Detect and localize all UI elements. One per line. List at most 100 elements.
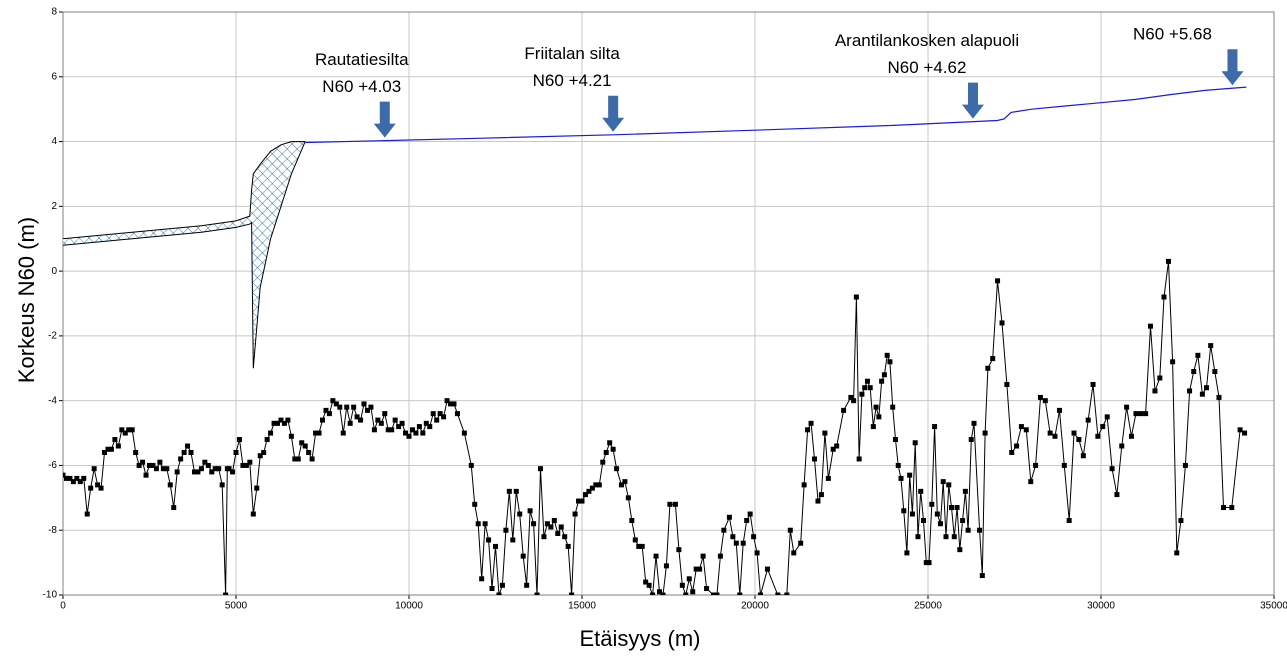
bed-point xyxy=(0,398,5,403)
bed-point xyxy=(164,466,169,471)
bed-point xyxy=(85,512,90,517)
y-tick-label: -4 xyxy=(48,395,57,406)
bed-point xyxy=(182,450,187,455)
bed-point xyxy=(667,502,672,507)
bed-point xyxy=(341,431,346,436)
bed-point xyxy=(890,405,895,410)
bed-point xyxy=(541,534,546,539)
bed-point xyxy=(1138,411,1143,416)
bed-point xyxy=(528,508,533,513)
bed-point xyxy=(788,528,793,533)
bed-point xyxy=(1105,414,1110,419)
bed-point xyxy=(885,353,890,358)
y-tick-label: 0 xyxy=(51,266,57,277)
bed-point xyxy=(348,421,353,426)
bed-point xyxy=(237,437,242,442)
bed-point xyxy=(1221,505,1226,510)
bed-point xyxy=(660,593,665,598)
bed-point xyxy=(1019,424,1024,429)
bed-point xyxy=(946,482,951,487)
bed-point xyxy=(654,554,659,559)
bed-point xyxy=(251,512,256,517)
bed-point xyxy=(822,431,827,436)
bed-point xyxy=(254,486,259,491)
bed-point xyxy=(1133,411,1138,416)
x-tick-label: 15000 xyxy=(568,601,596,612)
bed-point xyxy=(351,405,356,410)
bed-point xyxy=(133,450,138,455)
bed-point xyxy=(296,456,301,461)
bed-point xyxy=(1072,431,1077,436)
bed-point xyxy=(865,379,870,384)
bed-point xyxy=(1152,388,1157,393)
bed-point xyxy=(1119,444,1124,449)
bed-point xyxy=(929,502,934,507)
bed-point xyxy=(573,512,578,517)
bed-point xyxy=(815,499,820,504)
bed-point xyxy=(393,418,398,423)
x-tick-label: 0 xyxy=(60,601,66,612)
bed-point xyxy=(1024,427,1029,432)
bed-point xyxy=(893,437,898,442)
bed-point xyxy=(320,418,325,423)
bed-point xyxy=(154,466,159,471)
bed-point xyxy=(701,554,706,559)
bed-point xyxy=(765,567,770,572)
bed-point xyxy=(949,505,954,510)
bed-point xyxy=(969,437,974,442)
bed-point xyxy=(507,489,512,494)
bed-point xyxy=(1028,479,1033,484)
annotation-text: N60 +4.03 xyxy=(322,77,401,96)
annotation-text: N60 +4.21 xyxy=(533,71,612,90)
bed-point xyxy=(882,372,887,377)
y-tick-label: -8 xyxy=(48,525,57,536)
bed-point xyxy=(479,576,484,581)
bed-point xyxy=(175,469,180,474)
bed-point xyxy=(990,356,995,361)
annotation-text: N60 +4.62 xyxy=(888,58,967,77)
bed-point xyxy=(910,512,915,517)
x-tick-label: 25000 xyxy=(914,601,942,612)
bed-point xyxy=(1242,431,1247,436)
bed-point xyxy=(633,537,638,542)
y-tick-label: -10 xyxy=(43,590,58,601)
bed-point xyxy=(683,593,688,598)
bed-point xyxy=(514,489,519,494)
bed-point xyxy=(604,450,609,455)
bed-point xyxy=(714,593,719,598)
bed-point xyxy=(476,521,481,526)
bed-point xyxy=(697,567,702,572)
bed-point xyxy=(337,405,342,410)
bed-point xyxy=(88,486,93,491)
bed-point xyxy=(413,431,418,436)
bed-point xyxy=(854,295,859,300)
bed-point xyxy=(690,589,695,594)
bed-point xyxy=(1000,320,1005,325)
bed-point xyxy=(1170,359,1175,364)
bed-point xyxy=(629,518,634,523)
bed-point xyxy=(1238,427,1243,432)
bed-point xyxy=(140,460,145,465)
bed-point xyxy=(932,424,937,429)
bed-point xyxy=(879,379,884,384)
bed-point xyxy=(963,489,968,494)
bed-point xyxy=(1067,518,1072,523)
bed-point xyxy=(622,479,627,484)
bed-point xyxy=(784,593,789,598)
bed-point xyxy=(611,447,616,452)
bed-point xyxy=(216,466,221,471)
bed-point xyxy=(472,502,477,507)
bed-point xyxy=(874,405,879,410)
page: {"chart_data": {"type": "profile", "xlab… xyxy=(0,0,1287,659)
y-tick-label: -2 xyxy=(48,331,57,342)
bed-point xyxy=(980,573,985,578)
bed-point xyxy=(144,473,149,478)
bed-point xyxy=(310,456,315,461)
bed-point xyxy=(234,450,239,455)
bed-point xyxy=(819,492,824,497)
bed-point xyxy=(431,411,436,416)
bed-point xyxy=(673,502,678,507)
bed-point xyxy=(907,473,912,478)
bed-point xyxy=(372,427,377,432)
bed-point xyxy=(500,583,505,588)
